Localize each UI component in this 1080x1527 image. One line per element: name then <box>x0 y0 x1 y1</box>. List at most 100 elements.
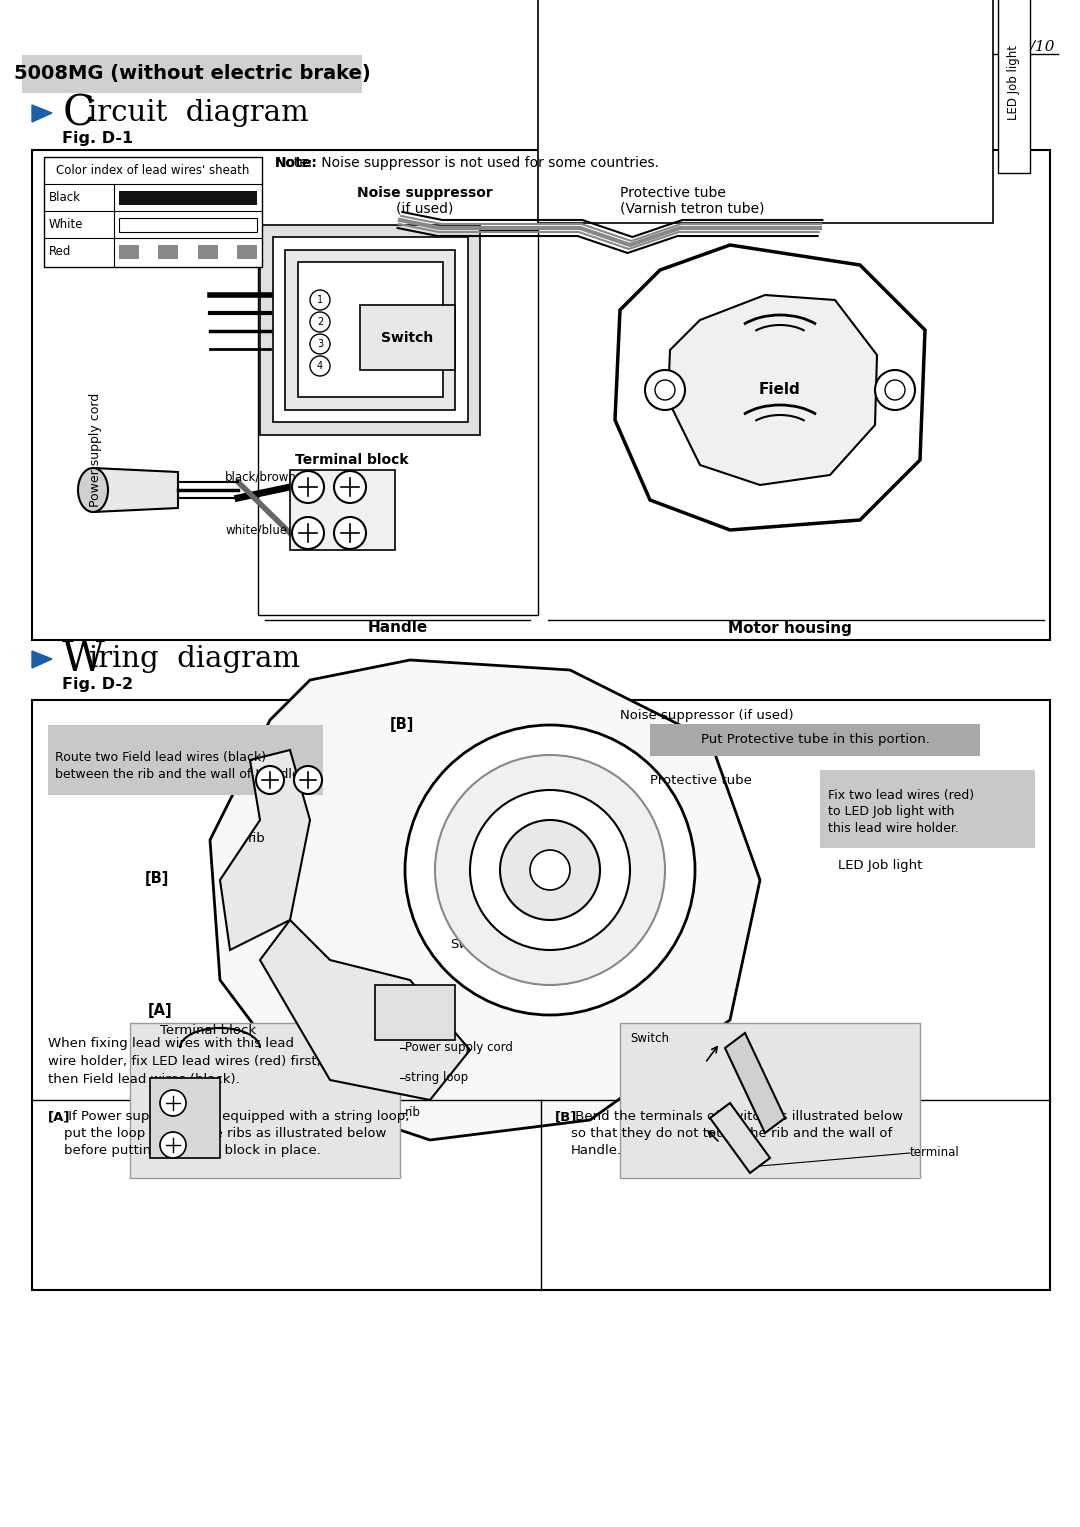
Circle shape <box>530 851 570 890</box>
Text: [B]: [B] <box>555 1110 578 1122</box>
Text: [A]: [A] <box>48 1110 70 1122</box>
Polygon shape <box>710 1102 770 1173</box>
Bar <box>260 224 480 435</box>
Circle shape <box>645 370 685 411</box>
Circle shape <box>310 290 330 310</box>
Text: terminal: terminal <box>910 1147 960 1159</box>
Circle shape <box>654 380 675 400</box>
Bar <box>998 0 1030 173</box>
Text: Route two Field lead wires (black)
between the rib and the wall of Handle.: Route two Field lead wires (black) betwe… <box>55 751 303 780</box>
Text: Note:  Noise suppressor is not used for some countries.: Note: Noise suppressor is not used for s… <box>275 156 659 169</box>
Text: Protective tube: Protective tube <box>650 774 752 786</box>
Bar <box>258 231 538 615</box>
Circle shape <box>310 356 330 376</box>
Text: iring  diagram: iring diagram <box>89 644 300 673</box>
Bar <box>150 1078 220 1157</box>
Text: (if used): (if used) <box>396 202 454 215</box>
Bar <box>360 305 455 370</box>
Text: Handle: Handle <box>368 620 428 635</box>
Text: 3: 3 <box>316 339 323 350</box>
Circle shape <box>334 470 366 502</box>
Circle shape <box>160 1132 186 1157</box>
Bar <box>291 470 395 550</box>
Circle shape <box>885 380 905 400</box>
Polygon shape <box>220 750 310 950</box>
Bar <box>285 250 455 411</box>
Bar <box>650 724 980 756</box>
Circle shape <box>435 754 665 985</box>
Bar <box>217 244 238 258</box>
Polygon shape <box>210 660 760 1141</box>
Text: If Power supply cord is equipped with a string loop,
put the loop around the rib: If Power supply cord is equipped with a … <box>64 1110 409 1157</box>
Polygon shape <box>669 295 877 486</box>
Text: Terminal block: Terminal block <box>295 454 408 467</box>
Bar <box>22 55 362 93</box>
Polygon shape <box>32 105 52 122</box>
Bar <box>119 244 138 258</box>
Bar <box>538 0 993 223</box>
Text: P 9/10: P 9/10 <box>1005 40 1055 53</box>
Bar <box>238 244 257 258</box>
Text: Power supply cord: Power supply cord <box>405 1041 513 1055</box>
Ellipse shape <box>78 467 108 512</box>
Text: Fig. D-1: Fig. D-1 <box>62 130 133 145</box>
Polygon shape <box>725 1032 785 1133</box>
Text: Black: Black <box>49 191 81 205</box>
Bar <box>178 244 198 258</box>
Text: white/blue: white/blue <box>225 524 287 536</box>
Circle shape <box>294 767 322 794</box>
Bar <box>273 237 468 421</box>
Text: Noise suppressor: Noise suppressor <box>357 186 492 200</box>
Text: Switch: Switch <box>630 1032 669 1044</box>
Bar <box>159 244 178 258</box>
Polygon shape <box>260 919 470 1099</box>
Text: LED Job light: LED Job light <box>838 858 922 872</box>
Text: Bend the terminals of Switch as illustrated below
so that they do not touch the : Bend the terminals of Switch as illustra… <box>571 1110 903 1157</box>
Text: Switch: Switch <box>381 331 433 345</box>
Text: Note:: Note: <box>275 156 318 169</box>
Bar <box>32 150 1050 640</box>
Text: Noise suppressor (if used): Noise suppressor (if used) <box>620 710 794 722</box>
Bar <box>298 263 443 397</box>
Polygon shape <box>93 467 178 512</box>
Text: Protective tube: Protective tube <box>620 186 726 200</box>
Bar <box>32 699 1050 1290</box>
Bar <box>375 985 455 1040</box>
Text: 1: 1 <box>316 295 323 305</box>
Circle shape <box>334 518 366 550</box>
Bar <box>119 191 257 205</box>
Circle shape <box>500 820 600 919</box>
Text: When fixing lead wires with this lead
wire holder, fix LED lead wires (red) firs: When fixing lead wires with this lead wi… <box>48 1037 321 1087</box>
Bar <box>48 725 323 796</box>
Circle shape <box>256 767 284 794</box>
Text: Power supply cord: Power supply cord <box>89 392 102 507</box>
Text: Fix two lead wires (red)
to LED Job light with
this lead wire holder.: Fix two lead wires (red) to LED Job ligh… <box>828 788 974 835</box>
Text: Motor housing: Motor housing <box>728 620 852 635</box>
Text: rib: rib <box>248 832 266 844</box>
Bar <box>130 1023 400 1177</box>
Circle shape <box>160 1090 186 1116</box>
Text: Switch: Switch <box>450 939 495 951</box>
Text: Field: Field <box>759 382 801 397</box>
Text: Put Protective tube in this portion.: Put Protective tube in this portion. <box>701 733 930 747</box>
Text: C: C <box>63 92 95 134</box>
Text: Terminal block: Terminal block <box>160 1023 256 1037</box>
Circle shape <box>310 312 330 331</box>
Text: 2: 2 <box>316 318 323 327</box>
Text: W: W <box>62 638 105 680</box>
Circle shape <box>470 789 630 950</box>
Text: ircuit  diagram: ircuit diagram <box>87 99 309 127</box>
Polygon shape <box>32 651 52 667</box>
Text: LED Job light: LED Job light <box>1008 46 1021 121</box>
Text: Fig. D-2: Fig. D-2 <box>62 676 133 692</box>
Text: [B]: [B] <box>390 716 415 731</box>
Text: Color index of lead wires' sheath: Color index of lead wires' sheath <box>56 165 249 177</box>
Text: 4: 4 <box>316 360 323 371</box>
Bar <box>820 770 1035 847</box>
Circle shape <box>875 370 915 411</box>
Bar <box>138 244 159 258</box>
Text: rib: rib <box>405 1107 421 1119</box>
Text: black/brown: black/brown <box>225 470 297 484</box>
Text: (Varnish tetron tube): (Varnish tetron tube) <box>620 202 765 215</box>
Bar <box>198 244 217 258</box>
